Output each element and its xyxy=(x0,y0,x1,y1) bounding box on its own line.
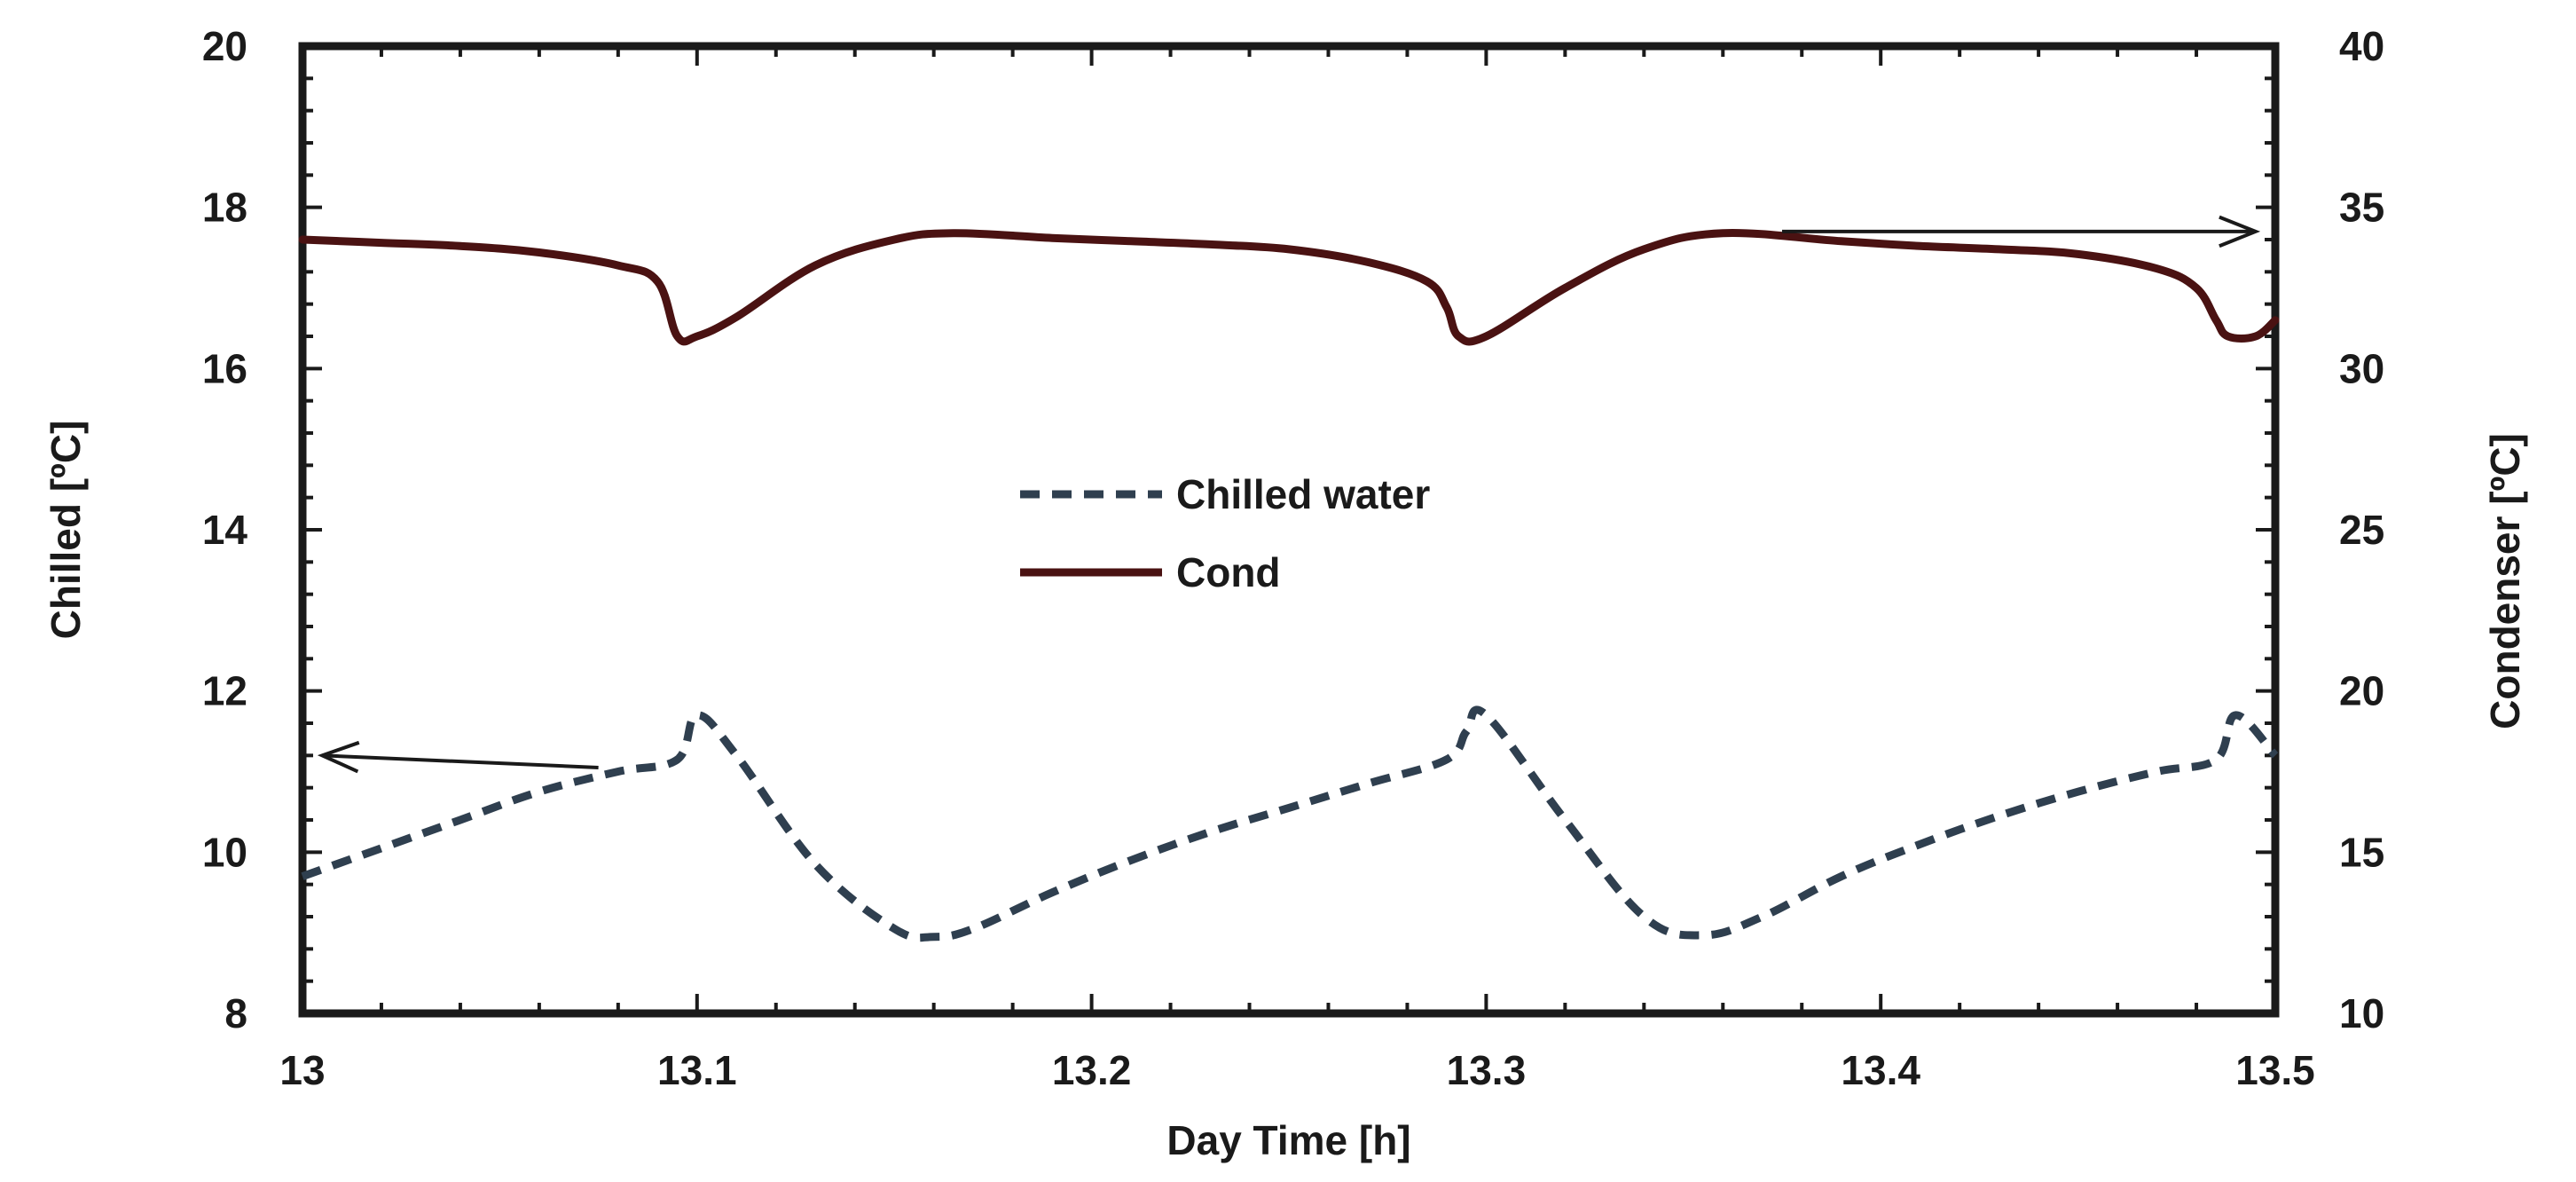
y2-tick-labels: 10 15 20 25 30 35 40 xyxy=(2339,23,2384,1036)
y-tick-label: 16 xyxy=(202,345,247,391)
y2-tick-label: 40 xyxy=(2339,23,2384,69)
series-line-cond xyxy=(298,228,2280,346)
x-tick-label: 13 xyxy=(279,1047,325,1093)
y-axis-title: Chilled [ºC] xyxy=(43,421,89,640)
y-tick-label: 12 xyxy=(202,668,247,714)
y-tick-label: 14 xyxy=(202,507,248,553)
x-tick-labels: 13 13.1 13.2 13.3 13.4 13.5 xyxy=(279,1047,2314,1093)
y-tick-label: 10 xyxy=(202,829,247,875)
y2-tick-label: 10 xyxy=(2339,990,2384,1036)
x-axis-title: Day Time [h] xyxy=(1166,1117,1410,1163)
legend-label-chilled-water: Chilled water xyxy=(1176,471,1430,517)
y-tick-label: 18 xyxy=(202,185,247,231)
y2-tick-label: 30 xyxy=(2339,345,2384,391)
series-line-chilled-water xyxy=(301,705,2279,942)
tick-marks xyxy=(301,44,2277,1015)
y2-tick-label: 15 xyxy=(2339,829,2384,875)
y2-tick-label: 20 xyxy=(2339,668,2384,714)
x-tick-label: 13.4 xyxy=(1841,1047,1920,1093)
annotation-arrow-shaft xyxy=(322,753,599,769)
legend-label-cond: Cond xyxy=(1176,549,1281,595)
x-tick-label: 13.5 xyxy=(2235,1047,2315,1093)
annotation-layer xyxy=(317,215,2261,774)
y2-tick-label: 35 xyxy=(2339,185,2384,231)
annotation-arrow-head xyxy=(317,740,360,774)
y-tick-label: 8 xyxy=(224,990,247,1036)
x-tick-label: 13.2 xyxy=(1052,1047,1132,1093)
y2-tick-label: 25 xyxy=(2339,507,2384,553)
y2-axis-title: Condenser [ºC] xyxy=(2482,433,2528,729)
y-tick-labels: 8 10 12 14 16 18 20 xyxy=(202,23,248,1036)
x-tick-label: 13.3 xyxy=(1447,1047,1527,1093)
y-tick-label: 20 xyxy=(202,23,247,69)
legend: Chilled water Cond xyxy=(1020,471,1430,595)
plot-frame xyxy=(298,42,2280,1018)
x-tick-label: 13.1 xyxy=(657,1047,737,1093)
annotation-arrow-head xyxy=(2219,215,2261,248)
series-layer xyxy=(298,228,2280,942)
